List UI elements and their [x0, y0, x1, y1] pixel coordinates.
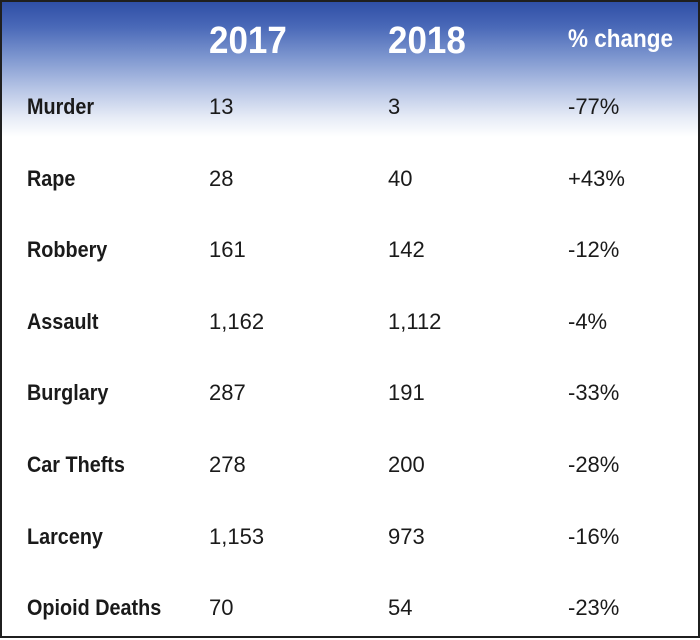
pct-change-cell: -77% [568, 94, 620, 119]
row-label: Larceny [27, 523, 103, 549]
table-row: Burglary 287 191 -33% [2, 373, 700, 413]
row-label: Murder [27, 94, 95, 119]
pct-change-cell: -12% [568, 237, 620, 263]
pct-change-cell: -4% [568, 308, 608, 334]
pct-change-cell: -28% [568, 452, 620, 477]
value-cell-2017: 287 [209, 380, 246, 406]
value-cell-2017: 28 [209, 165, 234, 191]
table-row: Assault 1,162 1,112 -4% [2, 302, 700, 342]
value-cell-2018: 54 [388, 595, 413, 621]
value-cell-2018: 973 [388, 523, 425, 549]
value-cell-2017: 161 [209, 237, 246, 263]
table-row: Car Thefts 278 200 -28% [2, 445, 700, 485]
pct-change-cell: -16% [568, 523, 620, 549]
row-label: Assault [27, 308, 99, 334]
value-cell-2018: 191 [388, 380, 425, 406]
value-cell-2018: 3 [388, 94, 401, 119]
value-cell-2018: 1,112 [388, 308, 442, 334]
row-label: Opioid Deaths [27, 595, 162, 621]
column-header-2017: 2017 [209, 20, 287, 62]
table-row: Rape 28 40 +43% [2, 159, 700, 199]
table-row: Murder 13 3 -77% [2, 87, 700, 127]
value-cell-2017: 278 [209, 452, 246, 477]
row-label: Rape [27, 165, 76, 191]
pct-change-cell: -23% [568, 595, 620, 621]
column-header-pct-change: % change [568, 25, 674, 53]
table-row: Opioid Deaths 70 54 -23% [2, 588, 700, 628]
value-cell-2017: 13 [209, 94, 234, 119]
value-cell-2017: 1,162 [209, 308, 265, 334]
pct-change-cell: -33% [568, 380, 620, 406]
row-label: Robbery [27, 237, 108, 263]
value-cell-2017: 1,153 [209, 523, 265, 549]
table-row: Robbery 161 142 -12% [2, 230, 700, 270]
row-label: Car Thefts [27, 452, 125, 477]
row-label: Burglary [27, 380, 109, 406]
value-cell-2018: 40 [388, 165, 413, 191]
table-row: Larceny 1,153 973 -16% [2, 517, 700, 557]
value-cell-2018: 142 [388, 237, 425, 263]
value-cell-2017: 70 [209, 595, 234, 621]
pct-change-cell: +43% [568, 165, 625, 191]
value-cell-2018: 200 [388, 452, 425, 477]
column-header-2018: 2018 [388, 20, 466, 62]
